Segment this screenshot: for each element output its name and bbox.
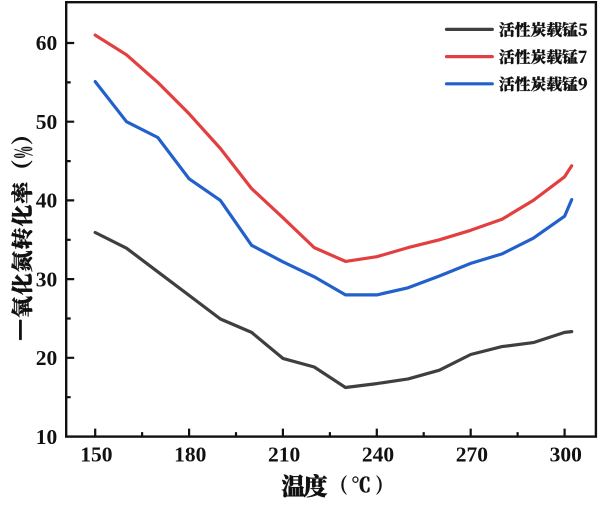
svg-text:240: 240 xyxy=(362,442,394,466)
svg-text:60: 60 xyxy=(36,31,58,55)
svg-text:300: 300 xyxy=(550,442,582,466)
svg-text:20: 20 xyxy=(36,346,58,370)
svg-text:150: 150 xyxy=(80,442,112,466)
svg-text:10: 10 xyxy=(36,425,58,449)
svg-text:40: 40 xyxy=(36,189,58,213)
svg-text:50: 50 xyxy=(36,110,58,134)
svg-text:30: 30 xyxy=(36,267,58,291)
svg-text:180: 180 xyxy=(174,442,206,466)
svg-text:210: 210 xyxy=(268,442,300,466)
svg-text:270: 270 xyxy=(456,442,488,466)
